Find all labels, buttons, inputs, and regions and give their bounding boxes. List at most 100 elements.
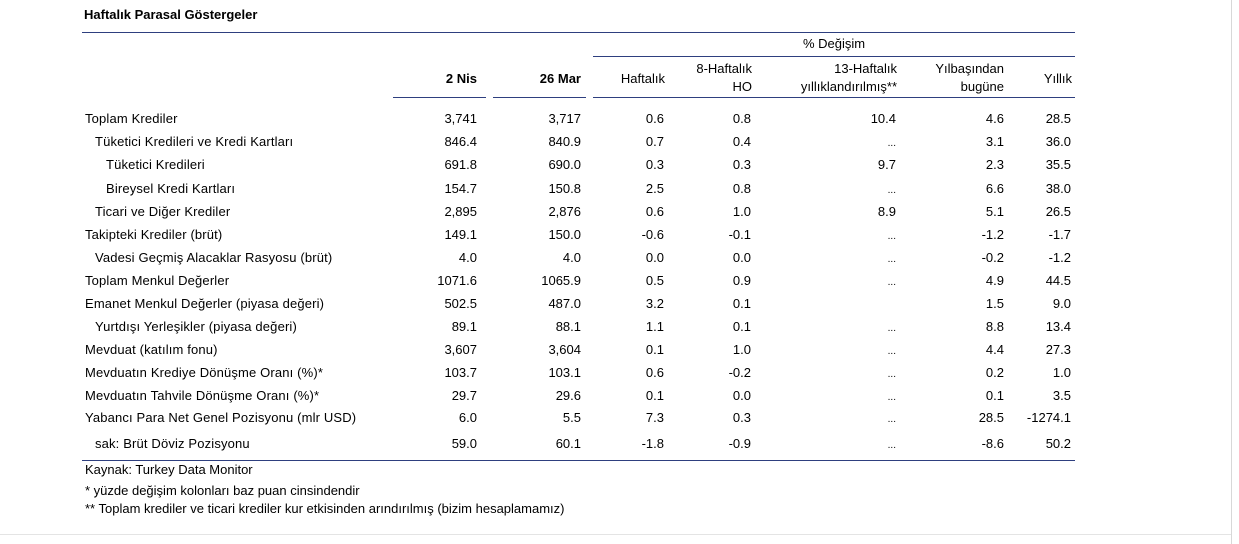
cell-ytd: 6.6 bbox=[985, 181, 1004, 196]
header-13-week-line1: 13-Haftalık bbox=[834, 61, 897, 76]
cell-2-nis: 6.0 bbox=[458, 410, 477, 425]
header-ytd: Yılbaşından bugüne bbox=[905, 60, 1004, 96]
cell-8-week: 1.0 bbox=[732, 204, 751, 219]
cell-2-nis: 103.7 bbox=[444, 365, 477, 380]
page-right-border bbox=[1231, 0, 1232, 544]
cell-2-nis: 502.5 bbox=[444, 296, 477, 311]
cell-2-nis: 4.0 bbox=[458, 250, 477, 265]
cell-13-week: 9.7 bbox=[877, 157, 896, 172]
cell-2-nis: 29.7 bbox=[451, 388, 477, 403]
cell-weekly: 2.5 bbox=[645, 181, 664, 196]
header-13-week-line2: yıllıklandırılmış** bbox=[800, 79, 897, 94]
row-label: Tüketici Kredileri bbox=[106, 157, 205, 172]
table-row: Ticari ve Diğer Krediler 2,895 2,876 0.6 1.0… bbox=[0, 201, 1080, 223]
top-rule bbox=[82, 32, 1075, 33]
cell-2-nis: 2,895 bbox=[444, 204, 477, 219]
cell-13-week: ... bbox=[887, 138, 896, 149]
cell-8-week: -0.9 bbox=[728, 436, 751, 451]
cell-13-week: ... bbox=[887, 346, 896, 357]
cell-weekly: 0.7 bbox=[645, 134, 664, 149]
cell-weekly: 0.1 bbox=[645, 342, 664, 357]
header-8-week-line2: HO bbox=[732, 79, 753, 94]
cell-ytd: 4.4 bbox=[985, 342, 1004, 357]
cell-ytd: 4.6 bbox=[985, 111, 1004, 126]
cell-ytd: 0.2 bbox=[985, 365, 1004, 380]
cell-8-week: -0.1 bbox=[728, 227, 751, 242]
table-row: Mevduat (katılım fonu) 3,607 3,604 0.1 1.0..… bbox=[0, 339, 1080, 361]
cell-weekly: -0.6 bbox=[641, 227, 664, 242]
cell-yearly: 44.5 bbox=[1045, 273, 1071, 288]
cell-26-mar: 690.0 bbox=[548, 157, 581, 172]
cell-ytd: 8.8 bbox=[985, 319, 1004, 334]
row-label: Yurtdışı Yerleşikler (piyasa değeri) bbox=[95, 319, 297, 334]
cell-13-week: ... bbox=[887, 277, 896, 288]
cell-2-nis: 59.0 bbox=[451, 436, 477, 451]
cell-yearly: -1274.1 bbox=[1026, 410, 1071, 425]
cell-yearly: 36.0 bbox=[1045, 134, 1071, 149]
cell-8-week: 0.3 bbox=[732, 410, 751, 425]
row-label: Vadesi Geçmiş Alacaklar Rasyosu (brüt) bbox=[95, 250, 333, 265]
cell-ytd: 28.5 bbox=[978, 410, 1004, 425]
page-bottom-border bbox=[0, 534, 1231, 535]
cell-26-mar: 3,604 bbox=[548, 342, 581, 357]
table-row: Mevduatın Krediye Dönüşme Oranı (%)* 103.… bbox=[0, 362, 1080, 384]
cell-26-mar: 840.9 bbox=[548, 134, 581, 149]
table-row: Tüketici Kredileri 691.8 690.0 0.3 0.3 9.7 2.3… bbox=[0, 154, 1080, 176]
header-13-week: 13-Haftalık yıllıklandırılmış** bbox=[760, 60, 897, 96]
cell-13-week: ... bbox=[887, 185, 896, 196]
table-row: Takipteki Krediler (brüt) 149.1 150.0 -0.6 -… bbox=[0, 224, 1080, 246]
cell-13-week: ... bbox=[887, 440, 896, 451]
row-label: Takipteki Krediler (brüt) bbox=[85, 227, 223, 242]
table-title: Haftalık Parasal Göstergeler bbox=[84, 7, 258, 22]
cell-26-mar: 3,717 bbox=[548, 111, 581, 126]
header-ytd-line2: bugüne bbox=[960, 79, 1004, 94]
cell-2-nis: 3,607 bbox=[444, 342, 477, 357]
row-label: Yabancı Para Net Genel Pozisyonu (mlr US… bbox=[85, 410, 357, 425]
table-row: Bireysel Kredi Kartları 154.7 150.8 2.5 0.8.… bbox=[0, 178, 1080, 200]
cell-26-mar: 4.0 bbox=[562, 250, 581, 265]
cell-8-week: 1.0 bbox=[732, 342, 751, 357]
table-row: Vadesi Geçmiş Alacaklar Rasyosu (brüt) 4.… bbox=[0, 247, 1080, 269]
row-label: Mevduat (katılım fonu) bbox=[85, 342, 218, 357]
cell-8-week: 0.1 bbox=[732, 296, 751, 311]
cell-yearly: 38.0 bbox=[1045, 181, 1071, 196]
cell-weekly: 0.1 bbox=[645, 388, 664, 403]
header-ytd-line1: Yılbaşından bbox=[935, 61, 1004, 76]
cell-13-week: ... bbox=[887, 254, 896, 265]
cell-8-week: 0.3 bbox=[732, 157, 751, 172]
cell-26-mar: 1065.9 bbox=[541, 273, 581, 288]
cell-weekly: 0.0 bbox=[645, 250, 664, 265]
col-26mar-rule bbox=[493, 97, 586, 98]
col-pct-rule bbox=[593, 97, 1075, 98]
cell-weekly: 0.6 bbox=[645, 365, 664, 380]
cell-ytd: -1.2 bbox=[981, 227, 1004, 242]
cell-yearly: 27.3 bbox=[1045, 342, 1071, 357]
col-2nis-rule bbox=[393, 97, 486, 98]
cell-13-week: ... bbox=[887, 414, 896, 425]
row-label: sak: Brüt Döviz Pozisyonu bbox=[95, 436, 250, 451]
cell-ytd: -8.6 bbox=[981, 436, 1004, 451]
cell-2-nis: 846.4 bbox=[444, 134, 477, 149]
cell-13-week: ... bbox=[887, 369, 896, 380]
table-row: Emanet Menkul Değerler (piyasa değeri) 50… bbox=[0, 293, 1080, 315]
cell-8-week: 0.0 bbox=[732, 388, 751, 403]
footnote-source: Kaynak: Turkey Data Monitor bbox=[85, 462, 253, 477]
row-label: Mevduatın Tahvile Dönüşme Oranı (%)* bbox=[85, 388, 320, 403]
cell-8-week: 0.4 bbox=[732, 134, 751, 149]
row-label: Bireysel Kredi Kartları bbox=[106, 181, 236, 196]
bottom-rule bbox=[82, 460, 1075, 461]
header-8-week: 8-Haftalık HO bbox=[672, 60, 752, 96]
row-label: Ticari ve Diğer Krediler bbox=[95, 204, 231, 219]
cell-weekly: 3.2 bbox=[645, 296, 664, 311]
cell-26-mar: 5.5 bbox=[562, 410, 581, 425]
cell-26-mar: 150.0 bbox=[548, 227, 581, 242]
cell-26-mar: 60.1 bbox=[555, 436, 581, 451]
cell-2-nis: 1071.6 bbox=[437, 273, 477, 288]
row-label: Mevduatın Krediye Dönüşme Oranı (%)* bbox=[85, 365, 324, 380]
row-label: Toplam Menkul Değerler bbox=[85, 273, 230, 288]
cell-8-week: -0.2 bbox=[728, 365, 751, 380]
percent-change-rule bbox=[593, 56, 1075, 57]
cell-13-week: ... bbox=[887, 323, 896, 334]
header-yearly: Yıllık bbox=[1043, 71, 1072, 86]
cell-13-week: 10.4 bbox=[870, 111, 896, 126]
